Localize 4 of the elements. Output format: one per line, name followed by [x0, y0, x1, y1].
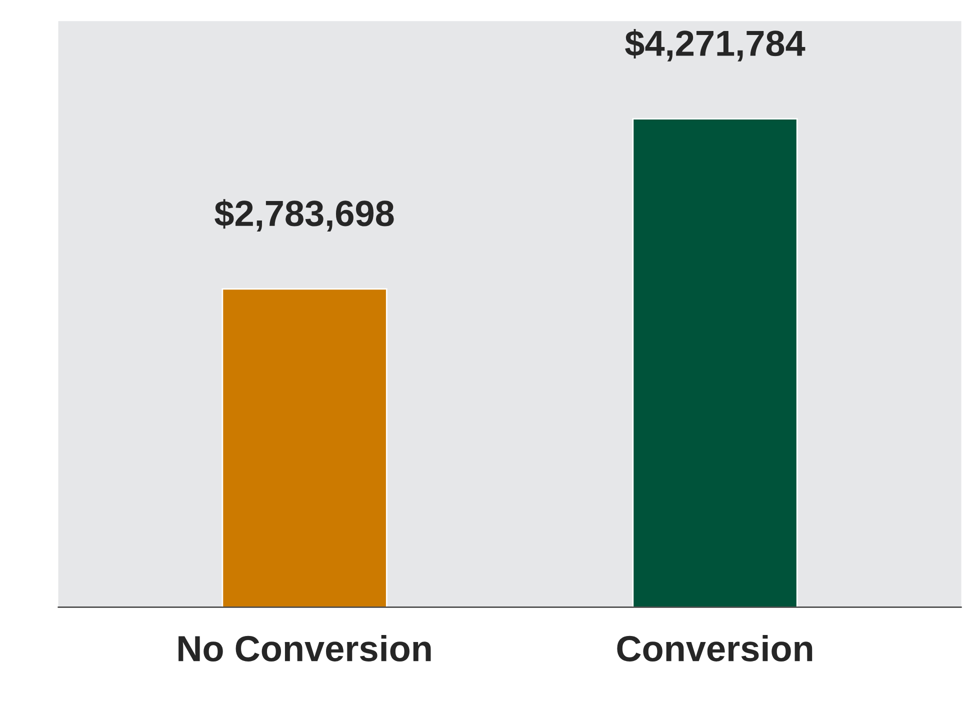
- data-label: $2,783,698: [214, 199, 394, 232]
- x-tick-label: No Conversion: [178, 634, 431, 662]
- x-tick-label: Conversion: [617, 634, 812, 662]
- data-label: $4,271,784: [625, 28, 806, 62]
